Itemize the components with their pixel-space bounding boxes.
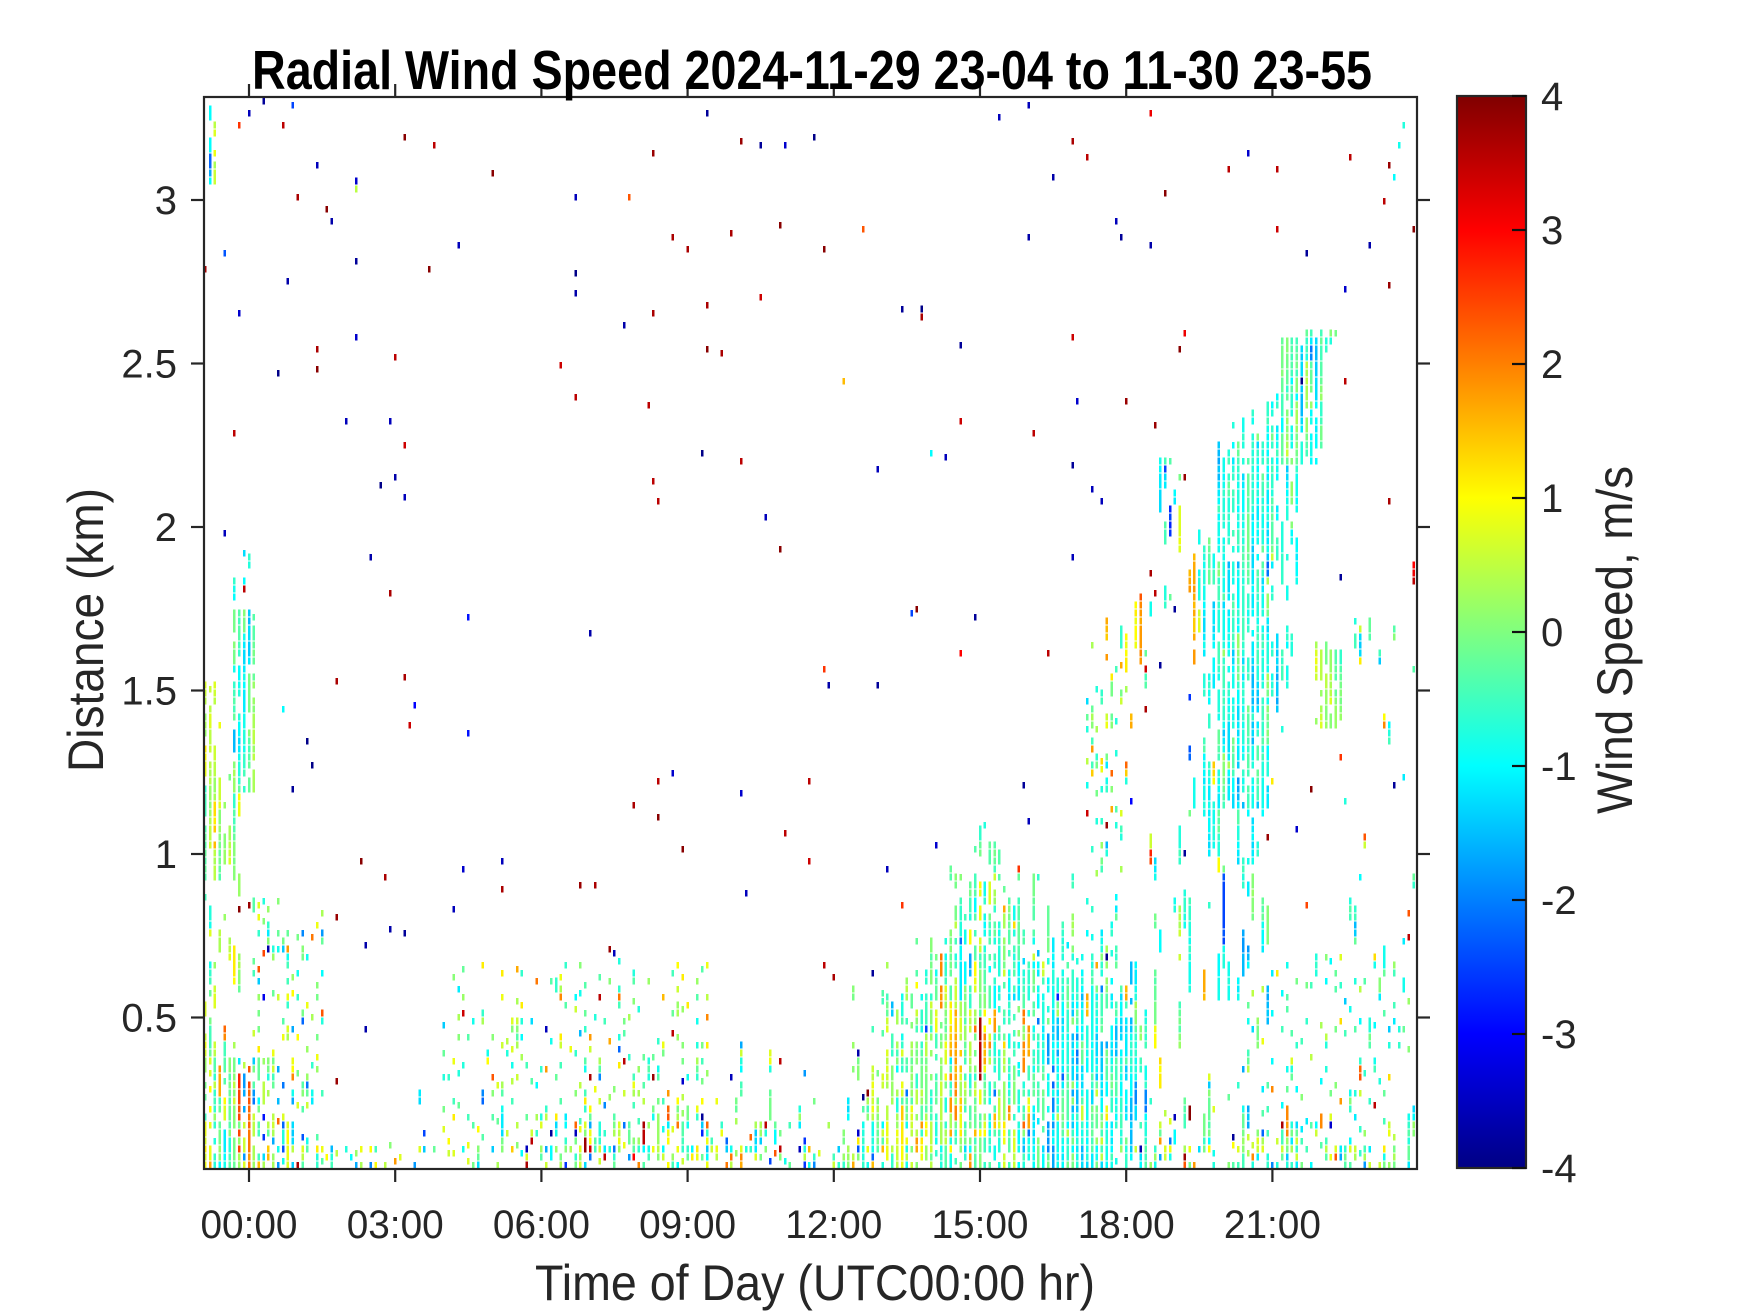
svg-text:4: 4 xyxy=(1541,75,1563,119)
svg-text:0: 0 xyxy=(1541,611,1563,655)
svg-text:18:00: 18:00 xyxy=(1078,1203,1175,1247)
svg-text:06:00: 06:00 xyxy=(493,1203,590,1247)
svg-text:15:00: 15:00 xyxy=(932,1203,1029,1247)
svg-text:1.5: 1.5 xyxy=(121,670,177,714)
svg-text:0.5: 0.5 xyxy=(121,997,177,1041)
svg-text:Time of Day (UTC00:00 hr): Time of Day (UTC00:00 hr) xyxy=(535,1255,1095,1311)
svg-text:3: 3 xyxy=(1541,209,1563,253)
svg-text:Wind Speed, m/s: Wind Speed, m/s xyxy=(1587,466,1643,814)
svg-text:03:00: 03:00 xyxy=(347,1203,444,1247)
svg-text:2: 2 xyxy=(1541,343,1563,387)
svg-text:-2: -2 xyxy=(1541,879,1577,923)
svg-text:-3: -3 xyxy=(1541,1013,1577,1057)
svg-text:21:00: 21:00 xyxy=(1224,1203,1321,1247)
svg-text:00:00: 00:00 xyxy=(201,1203,298,1247)
svg-text:2.5: 2.5 xyxy=(121,343,177,387)
svg-text:Distance (km): Distance (km) xyxy=(58,488,114,772)
svg-text:3: 3 xyxy=(155,179,177,223)
svg-text:2: 2 xyxy=(155,506,177,550)
svg-text:12:00: 12:00 xyxy=(785,1203,882,1247)
svg-text:Radial Wind Speed 2024-11-29 2: Radial Wind Speed 2024-11-29 23-04 to 11… xyxy=(252,39,1372,101)
svg-text:-4: -4 xyxy=(1541,1147,1577,1191)
svg-text:-1: -1 xyxy=(1541,745,1577,789)
svg-text:1: 1 xyxy=(1541,477,1563,521)
svg-text:1: 1 xyxy=(155,833,177,877)
svg-text:09:00: 09:00 xyxy=(639,1203,736,1247)
